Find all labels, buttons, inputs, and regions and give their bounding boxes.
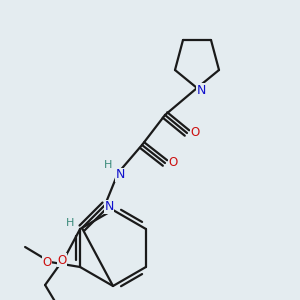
Text: H: H <box>104 160 112 170</box>
Text: O: O <box>190 127 200 140</box>
Text: O: O <box>168 157 178 169</box>
Text: O: O <box>58 254 67 266</box>
Text: O: O <box>43 256 52 268</box>
Text: N: N <box>196 83 206 97</box>
Text: H: H <box>66 218 74 228</box>
Text: N: N <box>115 169 125 182</box>
Text: N: N <box>104 200 114 214</box>
